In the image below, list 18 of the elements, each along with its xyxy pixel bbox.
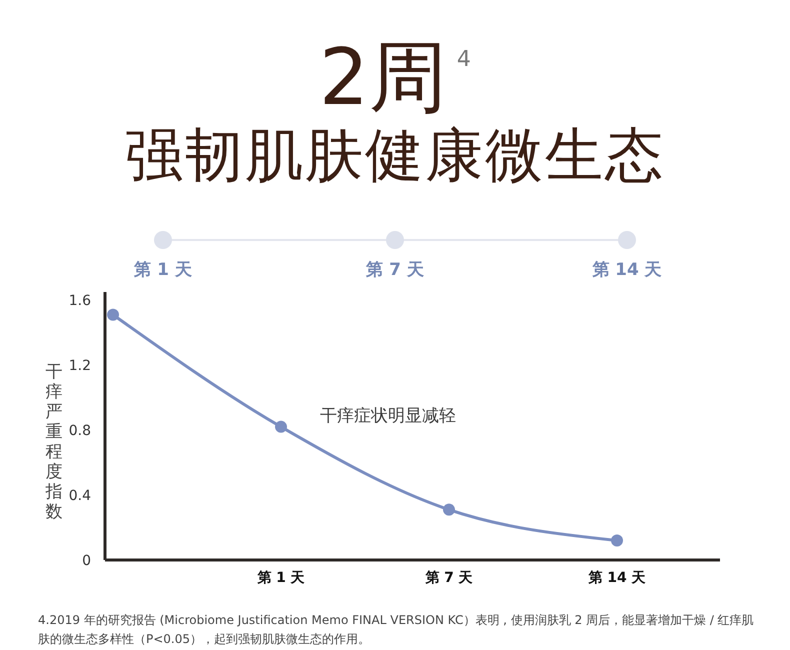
point <box>443 504 455 516</box>
x-tick-label: 第 1 天 <box>256 570 306 586</box>
category-label: 第 7 天 <box>366 260 424 280</box>
point <box>611 534 623 547</box>
y-tick-label: 0.8 <box>68 423 91 440</box>
y-axis-title: 干痒严重程度指数 <box>45 362 63 522</box>
point <box>275 420 287 433</box>
y-tick-label: 1.2 <box>68 358 91 374</box>
category-label: 第 14 天 <box>592 260 662 280</box>
x-tick-label: 第 14 天 <box>587 570 647 586</box>
y-tick-label: 1.6 <box>68 293 92 310</box>
x-tick-label: 第 7 天 <box>424 570 474 586</box>
y-tick-label: 0.4 <box>68 488 92 504</box>
point <box>107 308 119 321</box>
category-label: 第 1 天 <box>134 260 192 280</box>
y-tick-label: 0 <box>82 552 91 569</box>
text: 4.2019 年的研究报告 (Microbiome Justification Memo FINAL VERSION KC）表明 , 使用润肤乳 2 周后，能显著增加干燥 / 红痒肌肤的微生态多样性（P<0.05），起到强韧肌肤微生态的作用。 <box>38 612 755 648</box>
annotation: 干痒症状明显减轻 <box>320 405 457 427</box>
